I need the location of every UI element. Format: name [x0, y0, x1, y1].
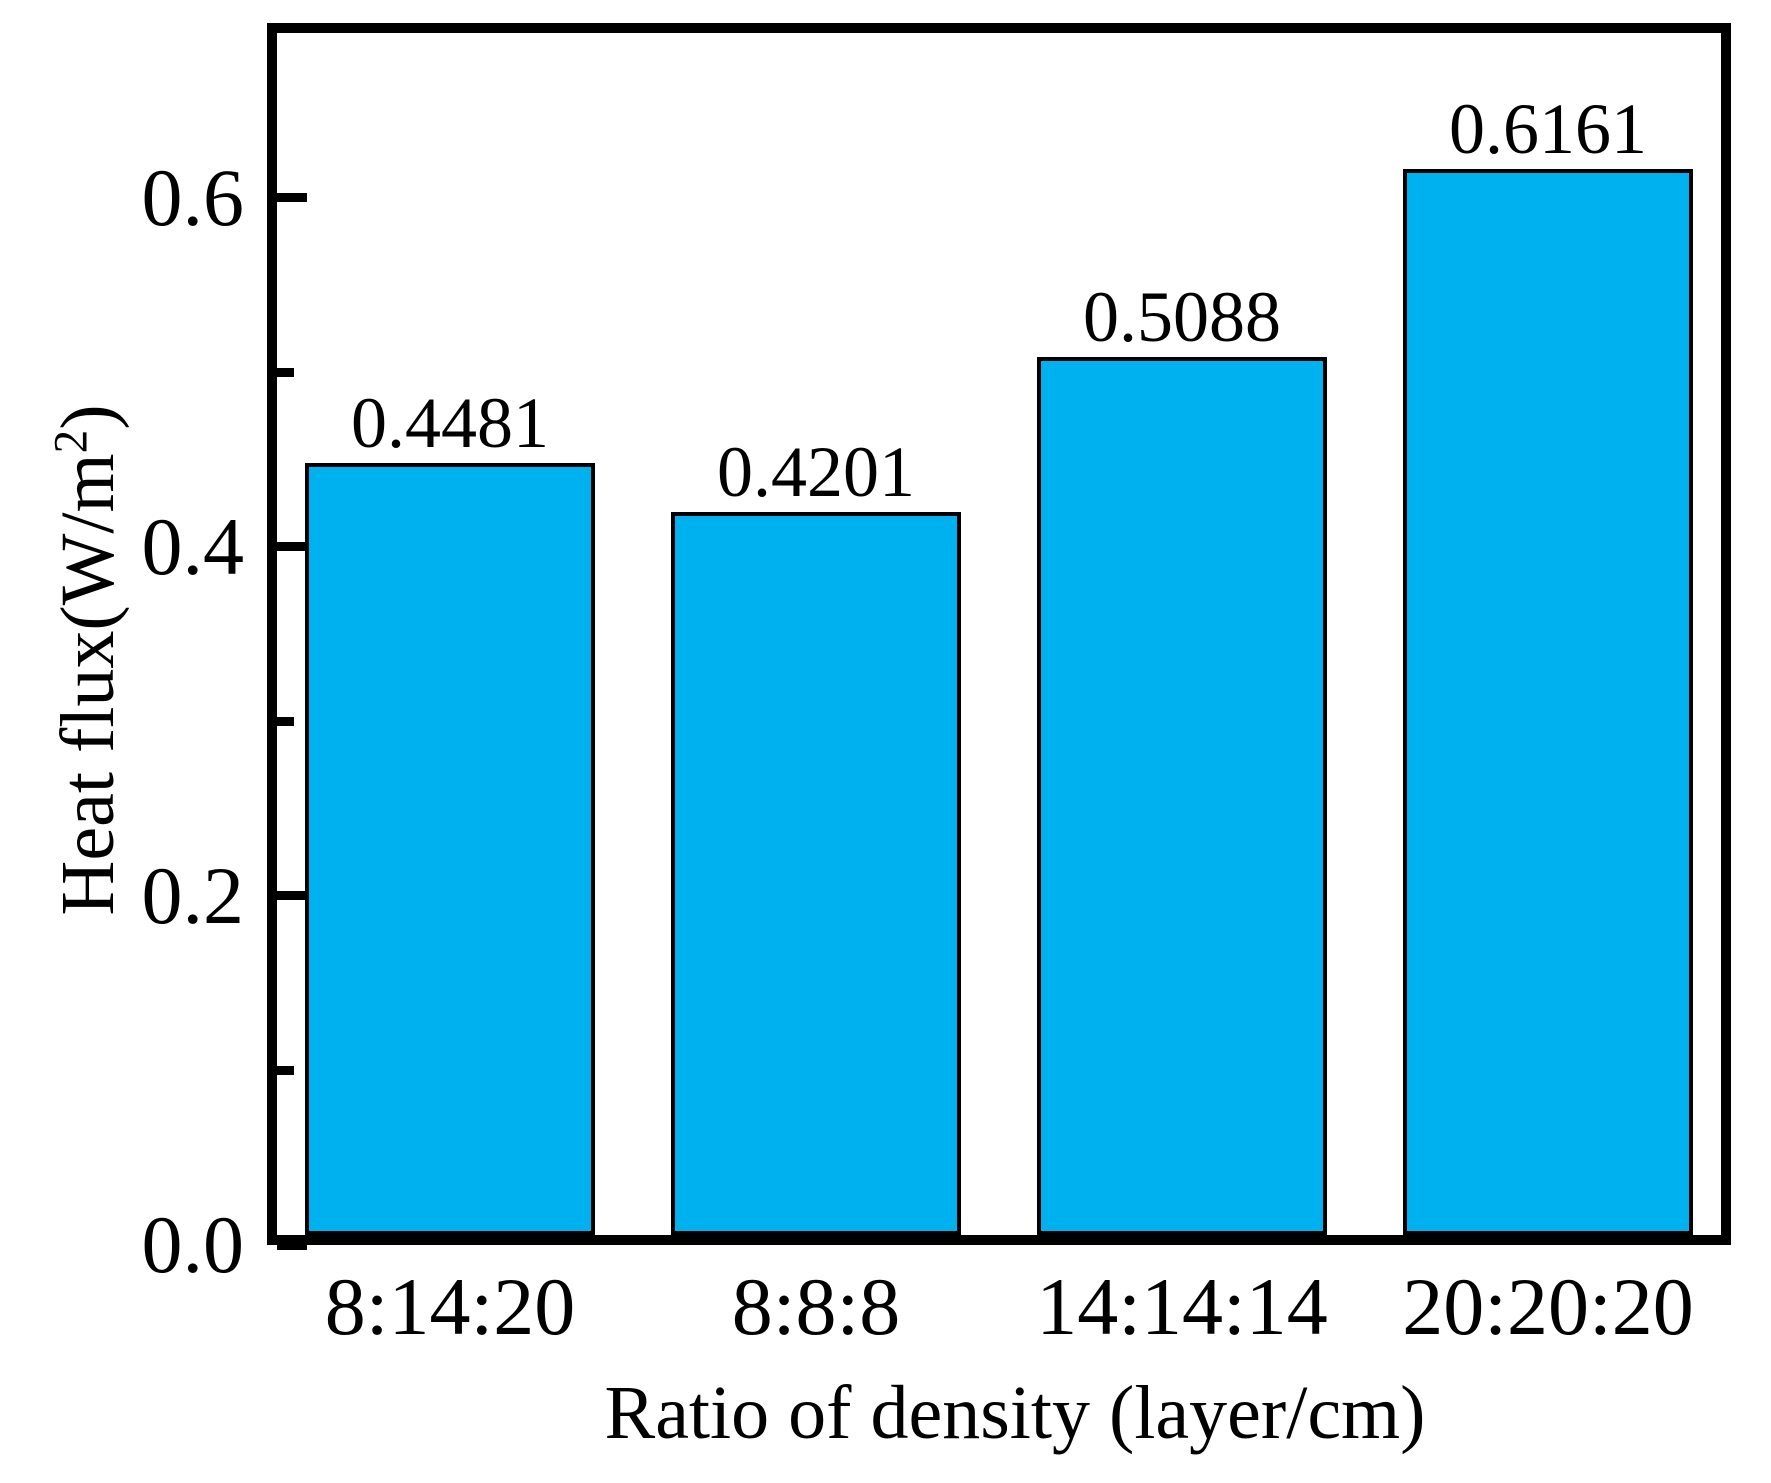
- bar: [1037, 356, 1327, 1235]
- x-axis-title: Ratio of density (layer/cm): [604, 1371, 1426, 1455]
- y-axis-title-suffix: ): [46, 404, 130, 430]
- y-tick-mark: [277, 542, 307, 552]
- y-axis-title-superscript: 2: [45, 429, 98, 454]
- y-tick-mark: [277, 193, 307, 203]
- y-tick-label: 0.6: [141, 151, 245, 243]
- y-minor-tick-mark: [277, 1065, 294, 1075]
- y-axis-title: Heat flux(W/m2): [46, 404, 130, 915]
- bar-value-label: 0.4481: [351, 382, 549, 463]
- bar-value-label: 0.6161: [1449, 89, 1647, 170]
- bar: [305, 462, 595, 1235]
- y-minor-tick-mark: [277, 716, 294, 726]
- bar: [1403, 169, 1693, 1235]
- y-tick-mark: [277, 891, 307, 901]
- x-tick-label: 8:8:8: [731, 1261, 901, 1352]
- x-tick-label: 8:14:20: [324, 1261, 576, 1352]
- bar: [671, 511, 961, 1235]
- bar-value-label: 0.5088: [1083, 276, 1281, 357]
- y-minor-tick-mark: [277, 367, 294, 377]
- x-tick-label: 20:20:20: [1402, 1261, 1694, 1352]
- y-tick-label: 0.0: [141, 1199, 245, 1290]
- bar-value-label: 0.4201: [717, 431, 915, 512]
- plot-frame: [267, 23, 1731, 1245]
- x-tick-label: 14:14:14: [1036, 1261, 1328, 1352]
- y-axis-title-text: Heat flux(W/m: [46, 453, 130, 916]
- y-tick-label: 0.2: [141, 849, 245, 941]
- y-tick-mark: [277, 1240, 307, 1250]
- y-tick-label: 0.4: [141, 500, 245, 592]
